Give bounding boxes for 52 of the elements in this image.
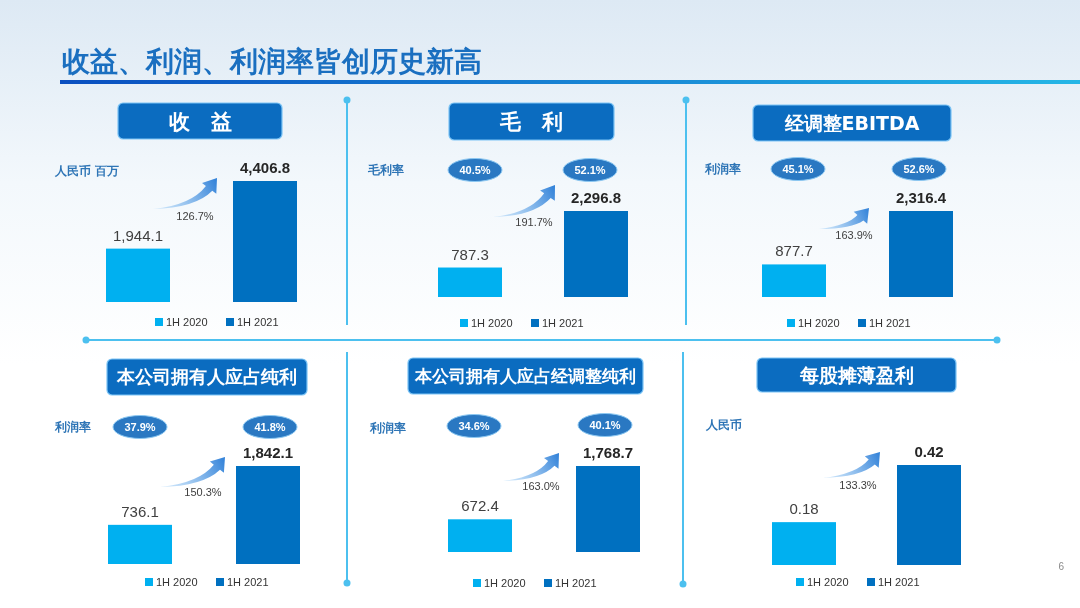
chart-title: 每股摊薄盈利: [798, 363, 914, 386]
chart-title: 本公司拥有人应占纯利: [116, 366, 297, 388]
annotation: 126.7%: [176, 210, 214, 222]
legend-label: 1H 2021: [878, 576, 920, 588]
legend-label: 1H 2020: [484, 577, 526, 589]
text: 6: [1058, 561, 1065, 572]
y-axis-title: 人民币: [705, 418, 742, 432]
text: 毛利率: [367, 163, 404, 177]
text: 52.6%: [903, 163, 935, 175]
annotation: 133.3%: [839, 479, 877, 491]
data-label: 4,406.8: [239, 159, 291, 176]
text: 41.8%: [254, 421, 286, 433]
data-label: 787.3: [451, 245, 489, 263]
chart-title: 收 益: [168, 109, 232, 134]
legend-label: 1H 2021: [227, 576, 269, 588]
chart-title: 本公司拥有人应占经调整纯利: [414, 366, 636, 387]
legend-label: 1H 2021: [555, 577, 597, 589]
legend-label: 1H 2020: [807, 576, 849, 588]
text: 利润率: [369, 421, 406, 435]
y-axis-title: 人民币 百万: [54, 164, 120, 178]
text: 37.9%: [124, 421, 156, 433]
annotation: 163.9%: [835, 229, 873, 241]
text: 利润率: [54, 420, 91, 434]
annotation: 163.0%: [522, 480, 560, 492]
data-label: 1,842.1: [242, 444, 294, 461]
annotation: 191.7%: [515, 216, 553, 228]
data-label: 1,768.7: [582, 444, 634, 461]
data-label: 672.4: [461, 497, 499, 515]
legend-label: 1H 2020: [471, 317, 513, 329]
text: 45.1%: [782, 163, 814, 175]
text: 利润率: [704, 162, 741, 176]
data-label: 2,316.4: [895, 189, 947, 206]
data-label: 0.18: [789, 500, 819, 518]
text: 52.1%: [574, 164, 606, 176]
annotation: 150.3%: [184, 486, 222, 498]
data-label: 877.7: [775, 242, 813, 260]
data-label: 0.42: [914, 443, 944, 460]
chart-title: 经调整EBITDA: [783, 111, 920, 134]
legend-label: 1H 2021: [237, 316, 279, 328]
data-label: 736.1: [121, 502, 159, 520]
legend-label: 1H 2021: [869, 317, 911, 329]
legend-label: 1H 2020: [156, 576, 198, 588]
legend-label: 1H 2020: [798, 317, 840, 329]
legend-label: 1H 2021: [542, 317, 584, 329]
data-label: 2,296.8: [570, 189, 622, 206]
text: 40.5%: [459, 164, 491, 176]
text: 34.6%: [458, 420, 490, 432]
text: 收益、利润、利润率皆创历史新高: [62, 45, 482, 78]
data-label: 1,944.1: [112, 226, 164, 244]
text: 40.1%: [589, 419, 621, 431]
chart-title: 毛 利: [499, 110, 563, 135]
legend-label: 1H 2020: [166, 316, 208, 328]
